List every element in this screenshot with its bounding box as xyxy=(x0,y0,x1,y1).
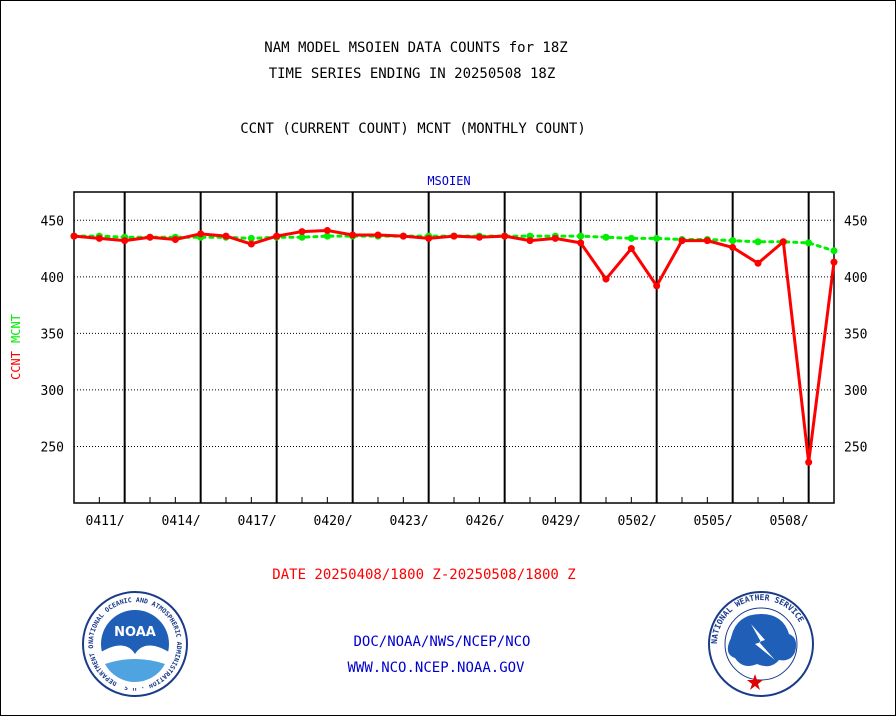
ccnt-point xyxy=(222,232,230,240)
ccnt-point xyxy=(171,235,179,243)
x-tick-label: 0411/ xyxy=(86,514,125,529)
ccnt-point xyxy=(526,237,534,245)
tick-labels: 250 250 300 300 350 350 400 400 450 450 0411/0414/… xyxy=(41,214,868,529)
x-tick-label: 0429/ xyxy=(542,514,581,529)
noaa-logo-text: NOAA xyxy=(114,625,156,640)
mcnt-point xyxy=(247,234,255,242)
org-line-link[interactable]: DOC/NOAA/NWS/NCEP/NCO xyxy=(353,634,530,650)
y-tick-label-right: 450 xyxy=(844,214,867,229)
noaa-logo: NATIONAL OCEANIC AND ATMOSPHERIC ADMINIS… xyxy=(82,591,188,697)
ccnt-point xyxy=(501,232,509,240)
ccnt-point xyxy=(475,233,483,241)
ccnt-point xyxy=(551,234,559,242)
x-tick-label: 0414/ xyxy=(162,514,201,529)
x-tick-label: 0505/ xyxy=(694,514,733,529)
ccnt-point xyxy=(95,234,103,242)
ccnt-point xyxy=(323,226,331,234)
ccnt-point xyxy=(703,237,711,245)
y-axis-label: CCNT MCNT xyxy=(9,314,23,380)
mcnt-point xyxy=(830,247,838,255)
ccnt-point xyxy=(399,232,407,240)
ccnt-point xyxy=(70,232,78,240)
mcnt-point xyxy=(729,237,737,245)
ccnt-point xyxy=(678,237,686,245)
plot-frame xyxy=(73,191,835,504)
chart-title-line1: NAM MODEL MSOIEN DATA COUNTS for 18Z xyxy=(264,40,567,56)
chart-subtitle: CCNT (CURRENT COUNT) MCNT (MONTHLY COUNT… xyxy=(240,121,586,137)
date-range-text: DATE 20250408/1800 Z-20250508/1800 Z xyxy=(272,567,575,583)
ccnt-point xyxy=(627,245,635,253)
series-layer xyxy=(70,226,838,466)
y-tick-label-right: 400 xyxy=(844,271,867,286)
mcnt-point xyxy=(653,234,661,242)
y-tick-label-left: 250 xyxy=(41,440,64,455)
x-tick-label: 0420/ xyxy=(314,514,353,529)
ccnt-point xyxy=(374,231,382,239)
y-tick-label-right: 350 xyxy=(844,327,867,342)
url-line-link[interactable]: WWW.NCO.NCEP.NOAA.GOV xyxy=(347,660,525,676)
y-tick-label-right: 300 xyxy=(844,384,867,399)
y-tick-label-left: 400 xyxy=(41,271,64,286)
ccnt-point xyxy=(805,458,813,466)
y-label-ccnt: CCNT xyxy=(9,351,23,380)
ccnt-point xyxy=(450,232,458,240)
mcnt-point xyxy=(805,239,813,247)
ccnt-point xyxy=(197,230,205,238)
mcnt-point xyxy=(323,232,331,240)
mcnt-point xyxy=(602,233,610,241)
y-tick-label-right: 250 xyxy=(844,440,867,455)
x-tick-label: 0508/ xyxy=(770,514,809,529)
ccnt-line xyxy=(73,228,836,464)
x-tick-label: 0423/ xyxy=(390,514,429,529)
nws-logo: NATIONAL WEATHER SERVICE xyxy=(708,591,814,697)
svg-text:CCNTMCNT: CCNT MCNT xyxy=(9,314,23,380)
ccnt-point xyxy=(653,282,661,290)
ccnt-point xyxy=(273,232,281,240)
plot-axes xyxy=(73,191,835,504)
ccnt-point xyxy=(121,237,129,245)
ccnt-point xyxy=(779,238,787,246)
chart-title-line2: TIME SERIES ENDING IN 20250508 18Z xyxy=(269,66,556,82)
ccnt-point xyxy=(425,234,433,242)
ccnt-point xyxy=(349,231,357,239)
y-label-mcnt: MCNT xyxy=(9,314,23,343)
ccnt-point xyxy=(602,275,610,283)
y-tick-label-left: 350 xyxy=(41,327,64,342)
ccnt-point xyxy=(729,243,737,251)
y-tick-label-left: 300 xyxy=(41,384,64,399)
ccnt-point xyxy=(298,228,306,236)
plot-label: MSOIEN xyxy=(427,174,470,188)
ccnt-point xyxy=(577,239,585,247)
ccnt-point xyxy=(247,240,255,248)
ccnt-point xyxy=(830,258,838,266)
y-tick-label-left: 450 xyxy=(41,214,64,229)
x-tick-label: 0417/ xyxy=(238,514,277,529)
mcnt-point xyxy=(754,238,762,246)
x-tick-label: 0426/ xyxy=(466,514,505,529)
x-tick-label: 0502/ xyxy=(618,514,657,529)
mcnt-point xyxy=(298,233,306,241)
mcnt-point xyxy=(627,234,635,242)
ccnt-point xyxy=(146,233,154,241)
ccnt-point xyxy=(754,259,762,267)
mcnt-point xyxy=(577,232,585,240)
